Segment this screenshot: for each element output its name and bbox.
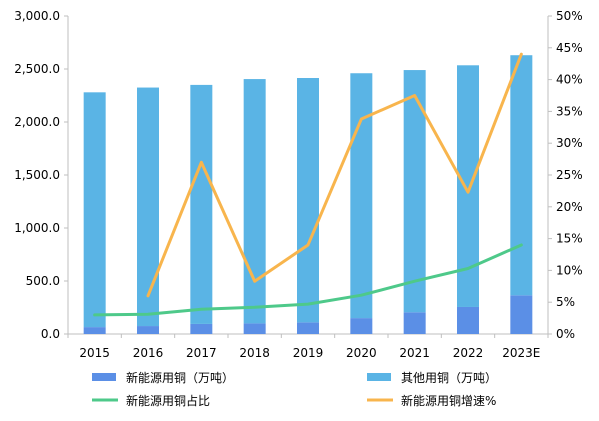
bar-other-copper <box>83 92 106 328</box>
legend-label: 新能源用铜占比 <box>126 393 210 408</box>
left-axis: 0.0 500.0 1,000.0 1,500.0 2,000.0 2,500.0 3,00… <box>14 9 69 341</box>
bar-new-energy-copper <box>137 326 159 334</box>
legend: 新能源用铜（万吨） 其他用铜（万吨） 新能源用铜占比 新能源用铜增速% <box>92 370 497 408</box>
x-axis-tick-label: 2021 <box>399 346 430 360</box>
left-axis-tick-label: 1,000.0 <box>14 221 60 235</box>
right-axis-tick-label: 30% <box>556 136 583 150</box>
bar-other-copper <box>297 78 319 323</box>
x-axis-tick-label: 2020 <box>346 346 377 360</box>
x-axis-tick-label: 2023E <box>502 346 540 360</box>
x-axis-tick-label: 2017 <box>186 346 217 360</box>
x-axis-tick-label: 2015 <box>79 346 110 360</box>
bar-new-energy-copper <box>190 323 213 334</box>
x-axis-tick-label: 2019 <box>293 346 324 360</box>
left-axis-tick-label: 3,000.0 <box>14 9 60 23</box>
line-new-energy-share <box>93 243 523 317</box>
bar-other-copper <box>137 87 159 327</box>
bar-other-copper <box>457 65 479 307</box>
legend-label: 其他用铜（万吨） <box>401 370 497 385</box>
legend-swatch <box>367 373 391 381</box>
left-axis-tick-label: 1,500.0 <box>14 168 60 182</box>
right-axis-tick-label: 10% <box>556 263 583 277</box>
bar-series <box>83 55 533 334</box>
legend-label: 新能源用铜（万吨） <box>126 370 234 385</box>
line-new-energy-growth <box>146 52 523 298</box>
legend-swatch <box>92 373 116 381</box>
right-axis-tick-label: 35% <box>556 104 583 118</box>
right-axis-tick-label: 20% <box>556 200 583 214</box>
right-axis-tick-label: 25% <box>556 168 583 182</box>
left-axis-tick-label: 500.0 <box>26 274 60 288</box>
right-axis-tick-label: 15% <box>556 232 583 246</box>
x-axis-tick-label: 2016 <box>133 346 164 360</box>
right-axis-tick-label: 40% <box>556 73 583 87</box>
right-axis-tick-label: 45% <box>556 41 583 55</box>
bar-new-energy-copper <box>510 295 533 334</box>
left-axis-tick-label: 0.0 <box>41 327 60 341</box>
bar-other-copper <box>243 79 266 324</box>
legend-new-energy-growth: 新能源用铜增速% <box>367 393 496 408</box>
right-axis-tick-label: 0% <box>556 327 575 341</box>
x-axis-tick-label: 2022 <box>453 346 484 360</box>
bar-other-copper <box>510 55 533 296</box>
left-axis-tick-label: 2,500.0 <box>14 62 60 76</box>
right-axis-tick-label: 5% <box>556 295 575 309</box>
bar-new-energy-copper <box>403 312 426 334</box>
line-series <box>93 52 523 317</box>
right-axis: 0% 5% 10% 15% 20% 25% 30% 35% 40% 45% 50% <box>547 9 583 341</box>
bar-new-energy-copper <box>83 327 106 334</box>
x-axis: 2015 2016 2017 2018 2019 2020 2021 2022 2023E <box>67 333 549 360</box>
bar-new-energy-copper <box>243 323 266 334</box>
bar-new-energy-copper <box>350 318 373 334</box>
bar-other-copper <box>403 70 426 313</box>
legend-label: 新能源用铜增速% <box>401 393 496 408</box>
bar-new-energy-copper <box>457 306 479 334</box>
right-axis-tick-label: 50% <box>556 9 583 23</box>
legend-other-copper: 其他用铜（万吨） <box>367 370 497 385</box>
legend-new-energy-copper: 新能源用铜（万吨） <box>92 370 234 385</box>
left-axis-tick-label: 2,000.0 <box>14 115 60 129</box>
bar-other-copper <box>190 84 213 324</box>
bar-new-energy-copper <box>297 322 319 334</box>
legend-new-energy-share: 新能源用铜占比 <box>92 393 210 408</box>
x-axis-tick-label: 2018 <box>239 346 270 360</box>
bar-other-copper <box>350 73 373 319</box>
